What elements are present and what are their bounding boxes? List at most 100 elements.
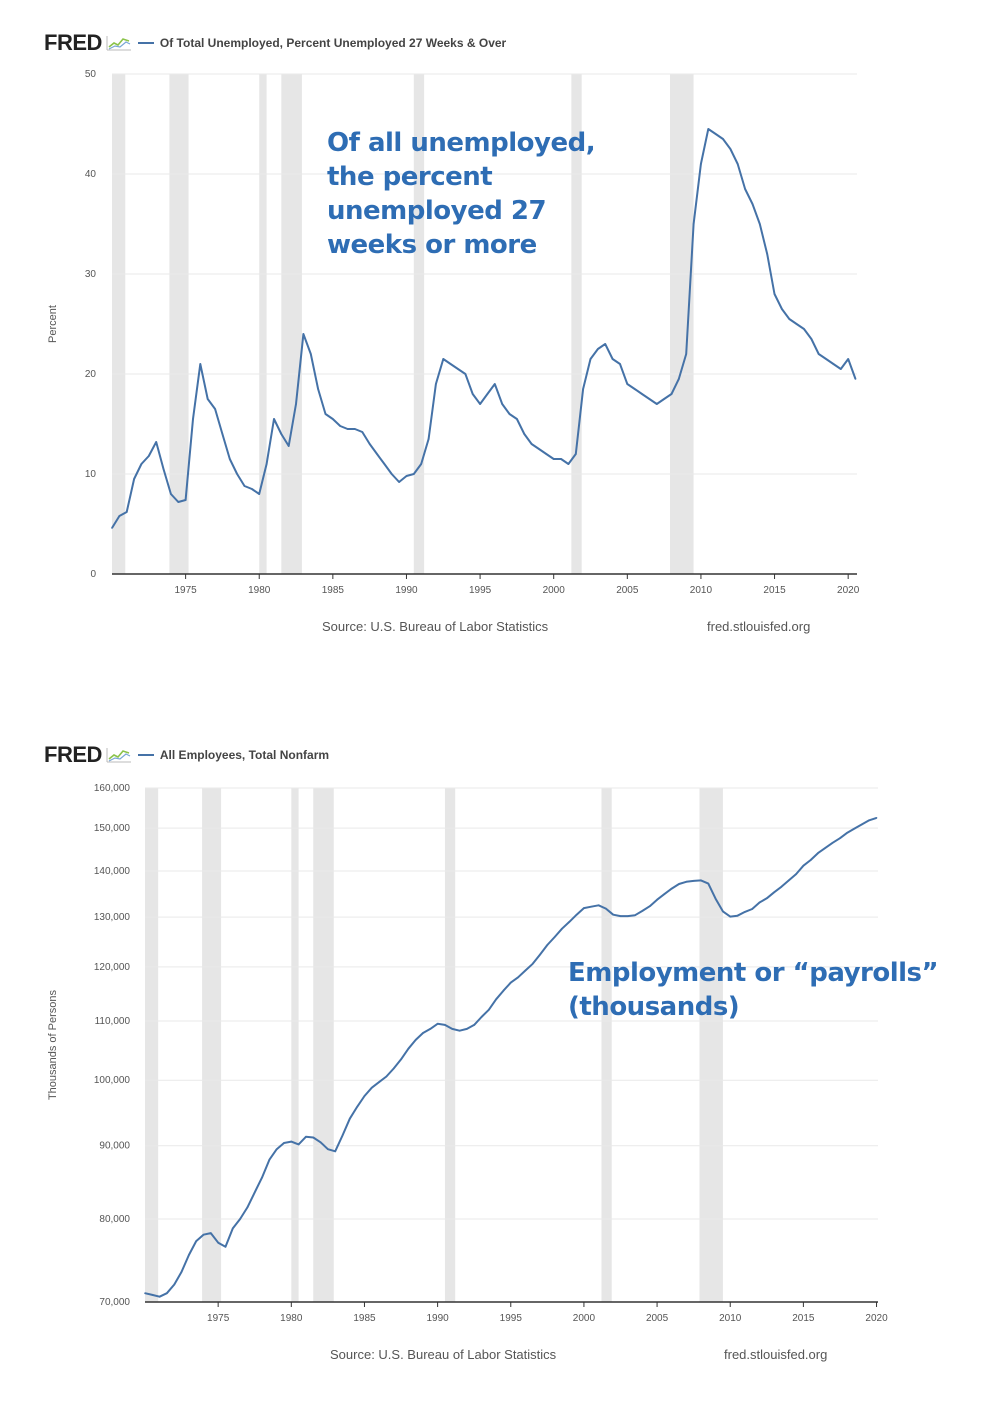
x-tick-label: 1985 [322,585,345,596]
x-tick-label: 1990 [395,585,418,596]
data-point [670,393,673,395]
data-point [641,910,644,912]
recession-band [601,788,612,1302]
data-point [346,428,349,430]
y-tick-label: 110,000 [95,1016,131,1027]
data-point [471,393,474,395]
data-point [787,879,790,882]
data-point [825,358,827,360]
data-point [655,403,658,405]
legend: All Employees, Total Nonfarm [137,748,329,762]
data-point [317,388,319,390]
data-point [202,1233,205,1236]
data-point [158,1295,161,1298]
data-point [239,1218,241,1220]
data-point [597,348,599,350]
data-point [539,953,541,956]
data-point [473,1024,475,1026]
chart-plot-payrolls: 70,000 80,000 90,000 100,000 110,000 120,000 1… [47,783,888,1324]
y-tick-label: 40 [85,169,97,180]
data-point [538,448,540,450]
y-tick-label: 20 [85,369,97,380]
x-tick-label: 1975 [207,1313,230,1324]
data-point [118,515,121,517]
data-point [575,913,578,916]
data-point [795,323,798,325]
data-point [217,1241,219,1244]
data-point [236,473,238,475]
data-point [530,443,533,445]
data-point [832,363,835,365]
chart-panel-nonfarm-payrolls: FRED All Employees, Total Nonfarm 70,000… [0,720,1004,1400]
y-tick-label: 160,000 [94,783,131,794]
data-point [327,1148,329,1151]
data-point [457,368,459,370]
data-point [744,188,746,190]
y-tick-label: 120,000 [94,962,131,973]
data-point [356,1106,358,1108]
data-point [228,458,231,460]
site-link[interactable]: fred.stlouisfed.org [724,1347,828,1362]
x-tick-label: 1975 [174,585,197,596]
data-point [546,944,549,946]
data-point [354,428,356,430]
y-tick-label: 130,000 [94,912,131,923]
data-point [265,463,268,465]
data-point [214,408,216,410]
data-point [523,433,526,435]
data-point [414,1039,417,1041]
x-tick-label: 2005 [616,585,639,596]
data-point [545,453,548,455]
x-tick-label: 1995 [500,1313,523,1324]
data-point [685,880,688,883]
data-point [312,1136,315,1139]
source-label: Source: U.S. Bureau of Labor Statistics [330,1347,557,1362]
data-point [148,455,150,457]
data-point [722,910,724,913]
y-tick-label: 70,000 [99,1297,130,1308]
data-point [502,989,505,992]
site-link[interactable]: fred.stlouisfed.org [707,619,811,634]
recession-band [313,788,334,1302]
series-line [144,816,877,1298]
fred-logo: FRED [44,30,102,55]
x-tick-label: 1990 [426,1313,449,1324]
annotation-line: Employment or “payrolls” [568,958,939,988]
data-point [641,393,643,395]
data-point [258,493,261,495]
recession-band [699,788,723,1302]
data-point [488,1008,490,1011]
data-point [251,488,253,490]
data-point [295,403,297,405]
data-point [722,138,724,140]
data-point [707,128,710,130]
recession-band [202,788,222,1302]
data-point [589,358,592,360]
data-point [583,907,585,909]
fred-header: FRED All Employees, Total Nonfarm [44,742,329,768]
data-point [759,223,761,225]
y-tick-label: 50 [85,69,97,80]
data-point [370,1086,373,1089]
data-point [133,478,135,480]
data-point [392,1067,395,1070]
data-point [334,1150,336,1153]
data-point [633,388,636,390]
legend-swatch [137,754,154,756]
data-point [422,1032,424,1034]
data-point [648,905,651,907]
data-point [210,1232,212,1234]
data-point [383,463,386,465]
x-tick-label: 2005 [646,1313,669,1324]
x-tick-label: 2020 [837,585,860,596]
data-point [188,1254,190,1256]
recession-band [145,788,159,1302]
chart-annotation: Employment or “payrolls” (thousands) [568,956,988,1024]
data-point [273,418,275,420]
data-point [634,914,636,916]
annotation-line: the percent [327,162,493,192]
data-point [692,223,695,225]
data-point [736,163,739,165]
data-point [824,847,827,849]
x-tick-label: 2015 [792,1313,815,1324]
